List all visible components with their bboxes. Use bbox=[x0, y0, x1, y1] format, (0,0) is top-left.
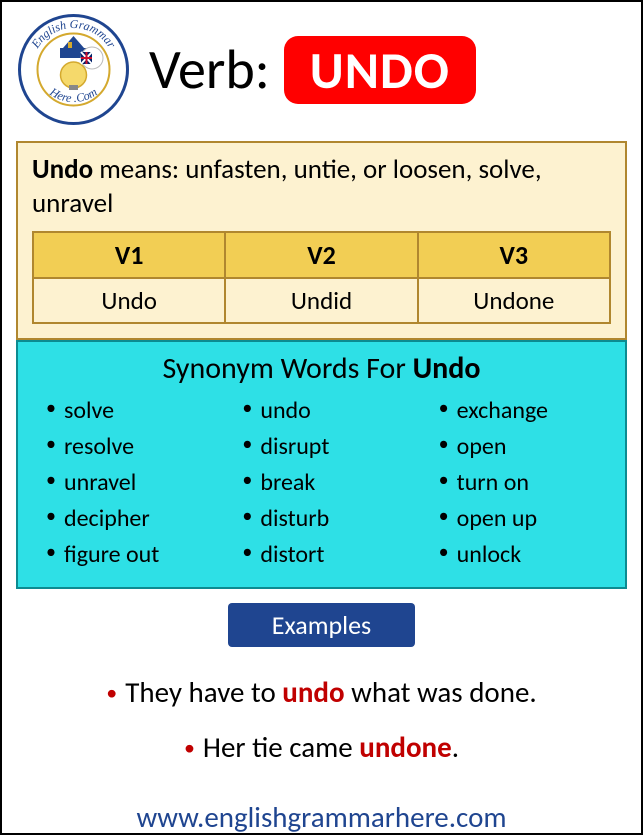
verb-forms-table: V1 V2 V3 Undo Undid Undone bbox=[32, 231, 611, 324]
list-item: exchange bbox=[425, 393, 611, 429]
list-item: turn on bbox=[425, 465, 611, 501]
list-item: distort bbox=[228, 537, 414, 573]
synonym-col-1: solve resolve unravel decipher figure ou… bbox=[32, 393, 218, 573]
synonym-title-word: Undo bbox=[413, 350, 481, 387]
synonym-title: Synonym Words For Undo bbox=[32, 350, 611, 387]
examples-list: • They have to undo what was done. • Her t… bbox=[16, 665, 627, 775]
list-item: unravel bbox=[32, 465, 218, 501]
footer: www.englishgrammarhere.com bbox=[16, 799, 627, 835]
list-item: disrupt bbox=[228, 429, 414, 465]
cell-v1: Undo bbox=[33, 278, 225, 323]
cell-v3: Undone bbox=[418, 278, 610, 323]
example-highlight: undo bbox=[282, 674, 344, 710]
synonym-col-2: undo disrupt break disturb distort bbox=[228, 393, 414, 573]
synonym-title-prefix: Synonym Words For bbox=[162, 350, 412, 387]
synonym-columns: solve resolve unravel decipher figure ou… bbox=[32, 393, 611, 573]
verb-word-badge: UNDO bbox=[284, 36, 476, 104]
example-pre: They have to bbox=[125, 674, 282, 710]
definition-text: Undo means: unfasten, untie, or loosen, … bbox=[32, 153, 611, 221]
list-item: open up bbox=[425, 501, 611, 537]
list-item: unlock bbox=[425, 537, 611, 573]
footer-url: www.englishgrammarhere.com bbox=[136, 799, 506, 835]
list-item: decipher bbox=[32, 501, 218, 537]
examples-label-wrap: Examples bbox=[16, 603, 627, 647]
col-v2: V2 bbox=[225, 232, 417, 278]
example-highlight: undone bbox=[359, 729, 451, 765]
list-item: solve bbox=[32, 393, 218, 429]
example-post: what was done. bbox=[345, 674, 537, 710]
header: English Grammar Here .Com Verb: UNDO bbox=[16, 12, 627, 127]
verb-label: Verb: bbox=[149, 36, 270, 104]
list-item: figure out bbox=[32, 537, 218, 573]
bullet-icon: • bbox=[106, 679, 117, 706]
example-pre: Her tie came bbox=[203, 729, 359, 765]
table-row: Undo Undid Undone bbox=[33, 278, 610, 323]
example-item: • They have to undo what was done. bbox=[16, 665, 627, 720]
synonym-col-3: exchange open turn on open up unlock bbox=[425, 393, 611, 573]
list-item: break bbox=[228, 465, 414, 501]
col-v3: V3 bbox=[418, 232, 610, 278]
list-item: open bbox=[425, 429, 611, 465]
definition-body: means: unfasten, untie, or loosen, solve… bbox=[32, 153, 542, 220]
definition-box: Undo means: unfasten, untie, or loosen, … bbox=[16, 141, 627, 340]
examples-label: Examples bbox=[228, 603, 415, 647]
definition-lead: Undo bbox=[32, 153, 93, 186]
title-row: Verb: UNDO bbox=[149, 36, 476, 104]
example-post: . bbox=[452, 729, 459, 765]
cell-v2: Undid bbox=[225, 278, 417, 323]
synonym-box: Synonym Words For Undo solve resolve unr… bbox=[16, 340, 627, 589]
bullet-icon: • bbox=[184, 734, 195, 761]
col-v1: V1 bbox=[33, 232, 225, 278]
example-item: • Her tie came undone. bbox=[16, 720, 627, 775]
table-header-row: V1 V2 V3 bbox=[33, 232, 610, 278]
site-logo: English Grammar Here .Com bbox=[16, 12, 131, 127]
list-item: undo bbox=[228, 393, 414, 429]
list-item: resolve bbox=[32, 429, 218, 465]
list-item: disturb bbox=[228, 501, 414, 537]
